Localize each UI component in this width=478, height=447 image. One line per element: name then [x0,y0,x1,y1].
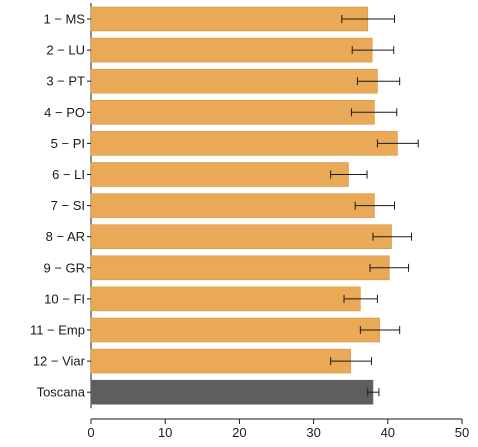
category-label-11: 12 − Viar [33,354,86,369]
bar-4 [90,131,398,156]
x-tick-label-1: 10 [158,425,172,440]
bar-0 [90,6,369,32]
category-label-4: 5 − PI [51,136,85,151]
category-label-12: Toscana [37,385,86,400]
category-label-3: 4 − PO [44,105,85,120]
bar-5 [90,162,349,187]
bar-9 [90,286,361,312]
bar-10 [90,317,380,343]
x-tick-label-0: 0 [87,425,94,440]
category-label-8: 9 − GR [43,260,85,275]
bar-8 [90,255,390,281]
bar-1 [90,37,373,63]
category-label-10: 11 − Emp [30,323,85,338]
x-tick-label-4: 40 [381,425,395,440]
bar-11 [90,348,352,374]
bar-2 [90,68,378,94]
x-tick-label-3: 30 [306,425,320,440]
x-tick-label-5: 50 [455,425,469,440]
bar-12 [90,379,374,405]
bar-3 [90,100,375,125]
category-label-5: 6 − LI [52,167,85,182]
x-tick-label-2: 20 [232,425,246,440]
category-label-6: 7 − SI [51,198,85,213]
category-label-7: 8 − AR [46,229,85,244]
bar-7 [90,224,392,249]
category-label-1: 2 − LU [46,43,85,58]
category-label-2: 3 − PT [46,74,85,89]
category-label-9: 10 − FI [44,291,85,306]
category-label-0: 1 − MS [43,12,85,27]
bar-6 [90,193,375,218]
